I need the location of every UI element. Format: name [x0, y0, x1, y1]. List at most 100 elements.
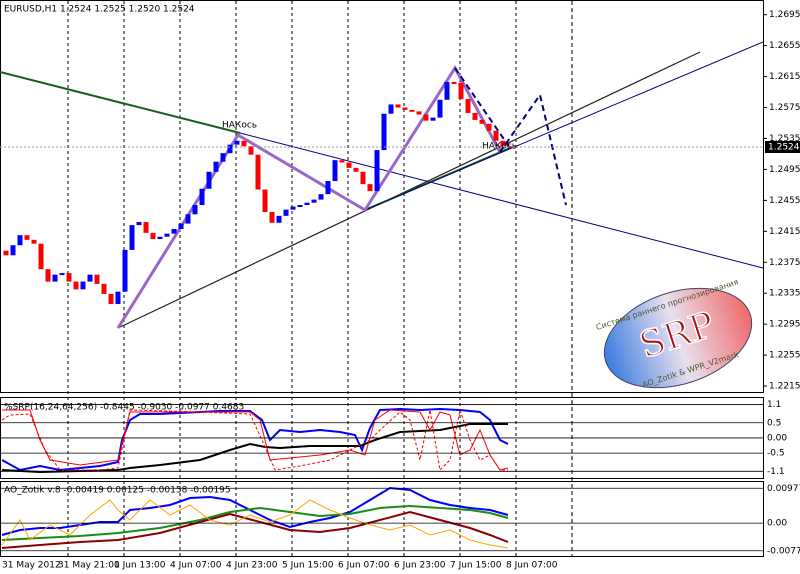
- candle: [31, 239, 37, 244]
- candle: [402, 107, 408, 110]
- candle: [374, 150, 380, 192]
- y-tick-label: 1.2255: [769, 351, 800, 361]
- candle: [353, 167, 359, 172]
- candle: [395, 104, 401, 108]
- trend-line: [239, 132, 764, 269]
- candle: [3, 250, 9, 256]
- candle: [444, 82, 450, 100]
- trend-line: [364, 41, 764, 211]
- candle: [276, 215, 282, 223]
- logo-ellipse: [603, 287, 753, 389]
- srp-line: [2, 409, 509, 471]
- candle: [115, 291, 121, 305]
- candle: [227, 144, 233, 154]
- panel-tick-label: -0.5: [767, 449, 785, 459]
- panel-tick-label: -0.00773: [767, 546, 800, 556]
- ao-lines: [1, 486, 509, 549]
- annotation: НАКось: [482, 142, 517, 152]
- candle: [423, 114, 429, 121]
- y-tick-label: 1.2415: [769, 227, 800, 237]
- candle: [234, 140, 240, 145]
- candle: [66, 273, 72, 282]
- candle: [486, 123, 492, 131]
- candle: [472, 112, 478, 120]
- candle: [143, 222, 149, 233]
- candle: [416, 111, 422, 115]
- candle: [45, 269, 51, 282]
- panel-tick-label: 0.00: [767, 519, 787, 529]
- candle: [451, 82, 457, 85]
- candle: [136, 222, 142, 226]
- panel-tick-label: 0.00977: [767, 484, 800, 494]
- candle: [500, 140, 506, 147]
- candle: [409, 109, 415, 112]
- candle: [192, 205, 198, 215]
- zigzag: [116, 65, 502, 329]
- trend-line: [117, 51, 701, 329]
- candle: [346, 162, 352, 168]
- candle: [38, 243, 44, 270]
- panel-tick-label: 0.5: [767, 418, 781, 428]
- candle: [206, 171, 212, 189]
- x-tick-label: 6 Jun 07:00: [338, 561, 390, 571]
- x-tick-label: 7 Jun 15:00: [450, 561, 502, 571]
- y-tick-label: 1.2215: [769, 382, 800, 392]
- candle: [10, 245, 16, 256]
- x-tick-label: 31 May 21:00: [58, 561, 120, 571]
- y-tick-label: 1.2535: [769, 134, 800, 144]
- candle: [311, 199, 317, 203]
- candle: [94, 274, 100, 284]
- ao-line: [1, 504, 509, 541]
- x-tick-label: 6 Jun 23:00: [394, 561, 446, 571]
- y-tick-label: 1.2655: [769, 41, 800, 51]
- candle: [150, 232, 156, 240]
- srp-line: [1, 408, 508, 472]
- candle: [269, 211, 275, 223]
- x-tick-label: 5 Jun 15:00: [282, 561, 334, 571]
- y-tick-label: 1.2455: [769, 196, 800, 206]
- panel-title: AO_Zotik v.8 -0.00419 0.00125 -0.00158 -…: [4, 486, 231, 496]
- y-tick-label: 1.2335: [769, 289, 800, 299]
- panel-tick-label: -1.1: [767, 467, 785, 477]
- candle: [493, 130, 499, 141]
- candle: [73, 281, 79, 290]
- candle: [108, 293, 114, 305]
- candle: [262, 189, 268, 212]
- x-tick-label: 8 Jun 07:00: [506, 561, 558, 571]
- x-tick-label: 1 Jun 13:00: [114, 561, 166, 571]
- candle: [241, 140, 247, 147]
- last-price-box: [765, 140, 800, 153]
- candle: [297, 205, 303, 208]
- candle: [367, 184, 373, 192]
- candle: [381, 113, 387, 151]
- y-tick-label: 1.2695: [769, 10, 800, 20]
- candle: [458, 82, 464, 100]
- ao-line: [1, 510, 509, 549]
- annotation: НАКось: [222, 121, 257, 131]
- candle: [80, 281, 86, 290]
- candle: [129, 225, 135, 250]
- candle: [332, 160, 338, 182]
- main-panel: [0, 0, 764, 393]
- candle: [290, 206, 296, 210]
- candle: [171, 228, 177, 234]
- y-tick-label: 1.2575: [769, 103, 800, 113]
- candle: [178, 223, 184, 229]
- candle: [220, 153, 226, 162]
- candle: [17, 235, 23, 246]
- candle: [185, 214, 191, 224]
- candle: [255, 154, 261, 190]
- ao-line: [1, 499, 509, 549]
- y-tick-label: 1.2615: [769, 72, 800, 82]
- trend-line: [0, 71, 241, 134]
- x-tick-label: 31 May 2012: [2, 561, 61, 571]
- ao-panel: [0, 481, 764, 557]
- srp-line: [1, 423, 508, 474]
- candle: [318, 194, 324, 200]
- candle: [437, 99, 443, 118]
- x-tick-label: 4 Jun 23:00: [226, 561, 278, 571]
- y-tick-label: 1.2495: [769, 165, 800, 175]
- candle: [325, 181, 331, 195]
- y-tick-label: 1.2375: [769, 258, 800, 268]
- candle: [339, 160, 345, 163]
